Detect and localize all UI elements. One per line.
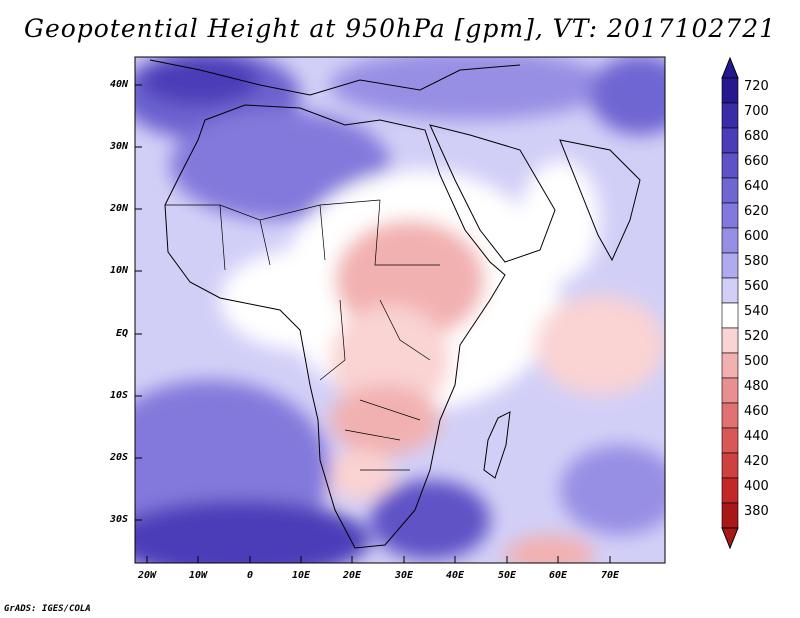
colorbar-segment: [721, 102, 739, 129]
lat-label-30n: 30N: [109, 141, 128, 152]
lon-label-0: 0: [246, 570, 254, 581]
colorbar-label-420: 420: [744, 454, 769, 469]
colorbar-segment: [721, 352, 739, 379]
colorbar-label-640: 640: [744, 179, 769, 194]
lat-label-30s: 30S: [109, 514, 128, 525]
colorbar-label-580: 580: [744, 254, 769, 269]
colorbar-segment: [721, 327, 739, 354]
colorbar-segment: [721, 477, 739, 504]
colorbar-segment: [721, 377, 739, 404]
colorbar-segment: [721, 277, 739, 304]
coastlines: [149, 59, 641, 549]
lat-label-10n: 10N: [109, 265, 128, 276]
lon-label-40e: 40E: [445, 570, 465, 581]
colorbar-segment: [721, 452, 739, 479]
lon-label-30e: 30E: [394, 570, 414, 581]
colorbar-segment: [721, 177, 739, 204]
lon-label-10w: 10W: [188, 570, 208, 581]
lon-label-20w: 20W: [137, 570, 157, 581]
colorbar-label-520: 520: [744, 329, 769, 344]
lon-label-20e: 20E: [342, 570, 362, 581]
colorbar-segment: [721, 302, 739, 329]
page-title: Geopotential Height at 950hPa [gpm], VT:…: [23, 14, 777, 43]
colorbar-label-440: 440: [744, 429, 769, 444]
madagascar-coastline: [483, 411, 511, 479]
lat-label-40n: 40N: [109, 79, 128, 90]
lon-label-60e: 60E: [548, 570, 568, 581]
geopotential-field: [135, 57, 665, 563]
colorbar-label-620: 620: [744, 204, 769, 219]
colorbar-label-480: 480: [744, 379, 769, 394]
colorbar-segment: [721, 502, 739, 529]
india-coastline: [559, 139, 641, 262]
colorbar: [721, 56, 739, 550]
lat-label-20s: 20S: [109, 452, 128, 463]
colorbar-segment: [721, 227, 739, 254]
colorbar-label-500: 500: [744, 354, 769, 369]
colorbar-segment: [721, 427, 739, 454]
lon-label-70e: 70E: [600, 570, 620, 581]
colorbar-segment: [721, 77, 739, 104]
colorbar-top-arrow: [721, 56, 739, 79]
colorbar-label-720: 720: [744, 79, 769, 94]
colorbar-label-680: 680: [744, 129, 769, 144]
lat-label-10s: 10S: [109, 390, 128, 401]
lon-label-10e: 10E: [291, 570, 311, 581]
colorbar-segment: [721, 152, 739, 179]
arabia-coastline: [429, 124, 556, 263]
colorbar-segment: [721, 127, 739, 154]
colorbar-segment: [721, 202, 739, 229]
grads-credit: GrADS: IGES/COLA: [4, 604, 91, 614]
colorbar-label-400: 400: [744, 479, 769, 494]
colorbar-label-540: 540: [744, 304, 769, 319]
colorbar-label-600: 600: [744, 229, 769, 244]
colorbar-segment: [721, 402, 739, 429]
colorbar-label-560: 560: [744, 279, 769, 294]
lat-label-eq: EQ: [115, 328, 128, 339]
colorbar-bottom-arrow: [721, 527, 739, 550]
colorbar-label-460: 460: [744, 404, 769, 419]
europe-coastline: [149, 59, 521, 96]
country-borders: [165, 199, 440, 471]
africa-coastline: [164, 104, 506, 549]
axis-ticks: [135, 84, 611, 563]
lon-label-50e: 50E: [497, 570, 517, 581]
colorbar-label-660: 660: [744, 154, 769, 169]
colorbar-segment: [721, 252, 739, 279]
colorbar-label-700: 700: [744, 104, 769, 119]
lat-label-20n: 20N: [109, 203, 128, 214]
map-frame: [134, 56, 666, 564]
colorbar-label-380: 380: [744, 504, 769, 519]
